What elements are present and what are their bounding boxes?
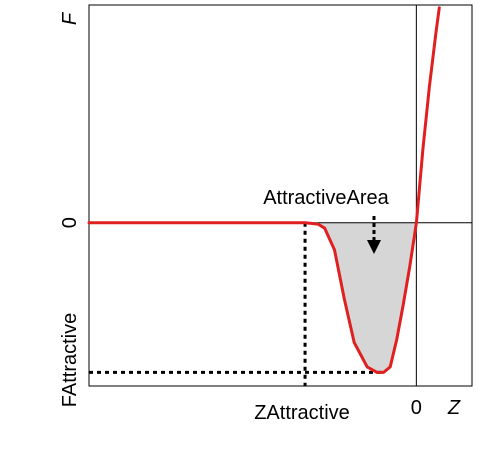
attractive-area-fill [305, 222, 417, 373]
f-attractive-label: FAttractive [59, 313, 81, 407]
y-tick-label-0: 0 [59, 217, 81, 228]
plot-frame [88, 4, 473, 387]
force-curve-series [87, 6, 441, 374]
attractive-area-label: AttractiveArea [263, 187, 389, 209]
x-tick-label-0: 0 [411, 397, 422, 419]
arrow-head-icon [367, 240, 381, 254]
z-attractive-label: ZAttractive [254, 402, 350, 424]
y-axis-label: F [59, 11, 81, 25]
x-axis-label: Z [447, 397, 461, 419]
